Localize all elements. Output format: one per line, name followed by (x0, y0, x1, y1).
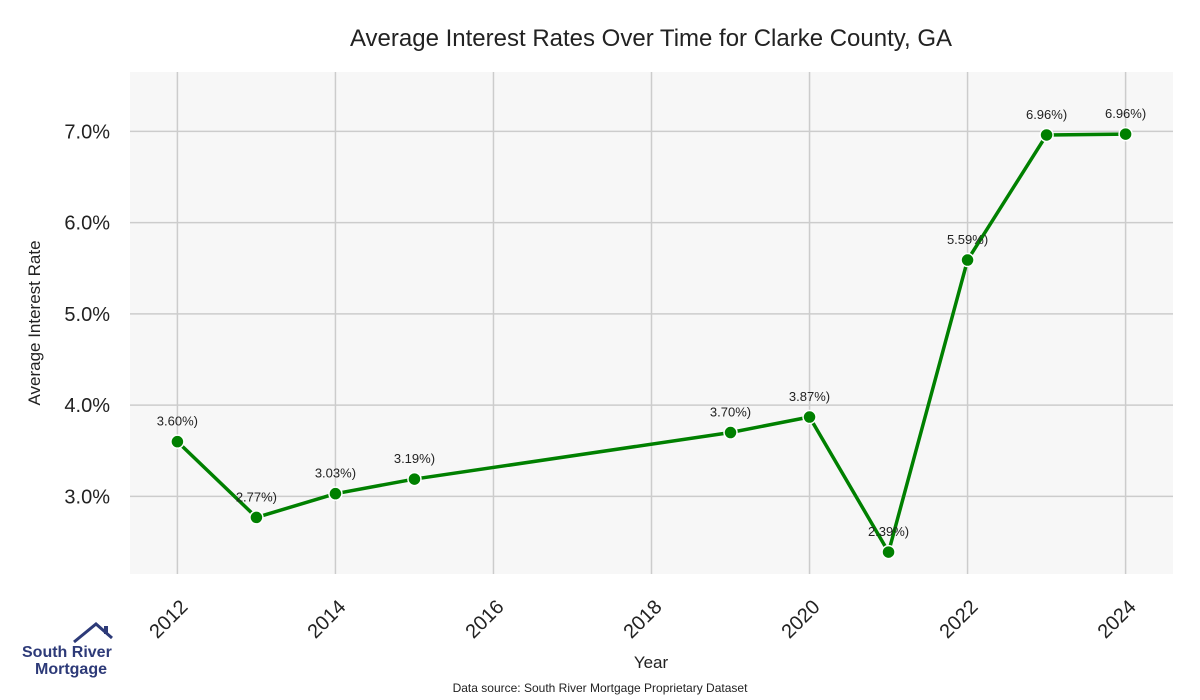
y-axis-ticks: 3.0% 4.0% 5.0% 6.0% 7.0% (64, 121, 110, 508)
x-tick-label: 2014 (303, 596, 350, 643)
x-tick-label: 2022 (936, 596, 983, 643)
data-point (407, 471, 422, 487)
data-label: 3.60%) (157, 414, 198, 429)
x-tick-label: 2020 (778, 596, 825, 643)
data-label: 6.96%) (1026, 107, 1067, 122)
company-logo: South River Mortgage (22, 620, 122, 682)
data-point (881, 544, 896, 560)
data-point (802, 409, 817, 425)
data-label: 5.59%) (947, 232, 988, 247)
data-label: 2.77%) (236, 489, 277, 504)
x-tick-label: 2018 (619, 596, 666, 643)
data-point (1118, 126, 1133, 142)
data-label: 3.70%) (710, 405, 751, 420)
y-tick-label: 6.0% (64, 213, 110, 235)
chart-title: Average Interest Rates Over Time for Cla… (350, 25, 952, 52)
logo-text-line1: South River (22, 644, 112, 661)
data-point (960, 252, 975, 268)
y-tick-label: 3.0% (64, 486, 110, 508)
data-label: 6.96%) (1105, 106, 1146, 121)
data-point (170, 434, 185, 449)
x-tick-label: 2016 (461, 596, 508, 643)
data-label: 3.19%) (394, 451, 435, 466)
y-axis-label: Average Interest Rate (25, 240, 44, 405)
logo-text-line2: Mortgage (35, 661, 107, 678)
data-point (1039, 127, 1054, 143)
data-point (249, 510, 264, 525)
y-tick-label: 5.0% (64, 304, 110, 326)
data-point (328, 486, 343, 501)
y-tick-label: 4.0% (64, 395, 110, 417)
x-axis-label: Year (634, 653, 669, 672)
grid-lines (130, 72, 1173, 574)
data-label: 2.39%) (868, 524, 909, 539)
data-point (723, 425, 738, 440)
y-tick-label: 7.0% (64, 121, 110, 143)
series-line (176, 132, 1126, 554)
source-note: Data source: South River Mortgage Propri… (452, 681, 748, 695)
x-tick-label: 2012 (145, 596, 192, 643)
data-label: 3.87%) (789, 389, 830, 404)
house-roof-icon (73, 622, 113, 644)
series-layer: 3.60%) 2.77%) 3.03%) 3.19%) 3.70%) 3.87%) 2.39… (157, 106, 1146, 560)
x-tick-label: 2024 (1094, 596, 1141, 643)
x-axis-ticks: 2012 2014 2016 2018 2020 2022 2024 (145, 596, 1140, 643)
data-label: 3.03%) (315, 466, 356, 481)
